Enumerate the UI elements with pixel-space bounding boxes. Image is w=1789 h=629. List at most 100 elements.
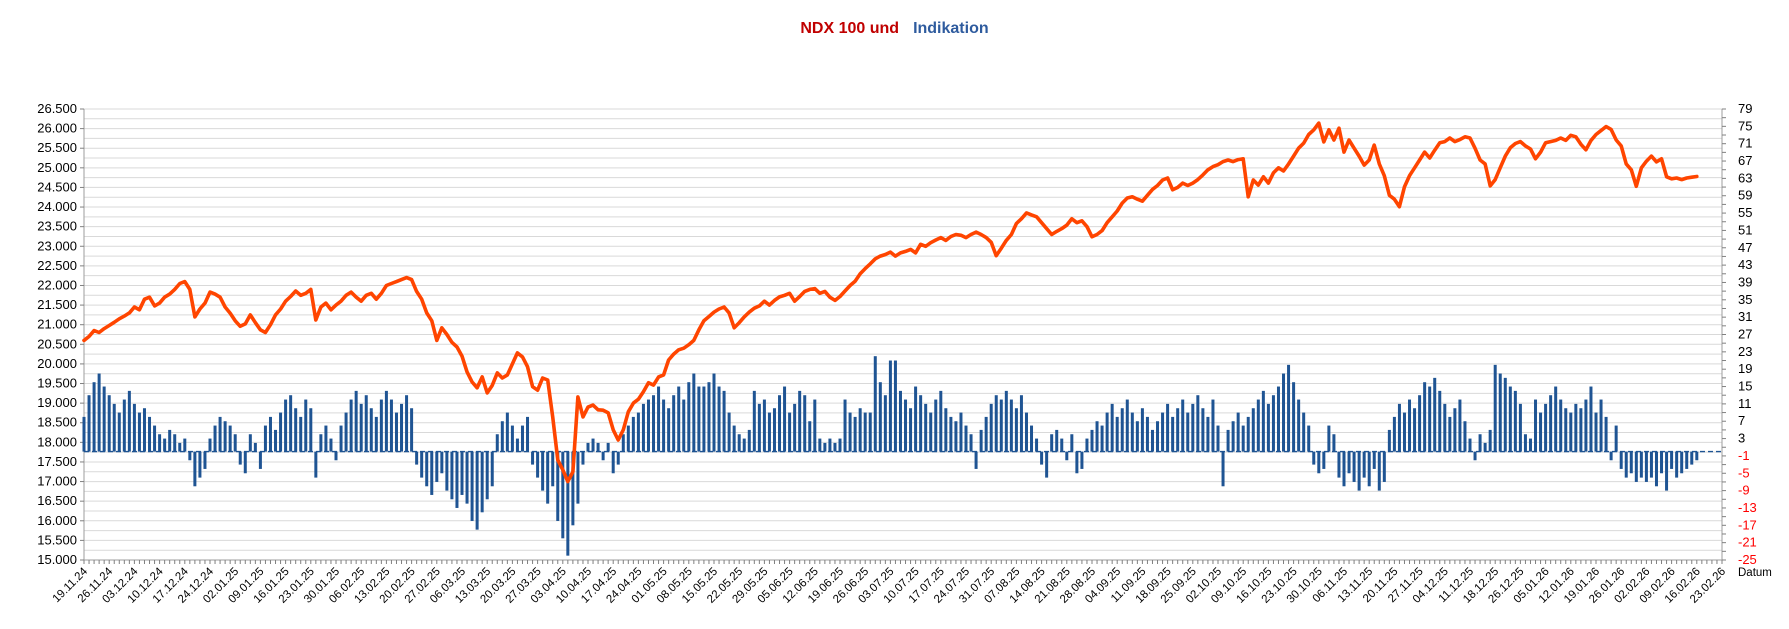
indication-bar bbox=[561, 451, 565, 539]
indication-bar bbox=[304, 399, 308, 452]
indication-bar bbox=[1100, 425, 1104, 452]
left-axis-tick-label: 19.500 bbox=[37, 376, 77, 391]
indication-bar bbox=[843, 399, 847, 452]
indication-bar bbox=[415, 451, 419, 465]
indication-bar bbox=[1382, 451, 1386, 482]
indication-bar bbox=[359, 403, 363, 452]
indication-bar bbox=[294, 408, 298, 452]
left-axis-tick-label: 16.500 bbox=[37, 493, 77, 508]
indication-bar bbox=[1544, 403, 1548, 452]
indication-bar bbox=[137, 412, 141, 452]
indication-bar bbox=[1060, 438, 1064, 452]
indication-bar bbox=[127, 390, 131, 452]
indication-bar bbox=[1307, 425, 1311, 452]
indication-bar bbox=[339, 425, 343, 452]
indication-bar bbox=[425, 451, 429, 487]
indication-bar bbox=[1221, 451, 1225, 487]
indication-bar bbox=[893, 360, 897, 452]
indication-bar bbox=[1402, 412, 1406, 452]
indication-bar bbox=[389, 399, 393, 452]
indication-bar bbox=[1372, 451, 1376, 469]
indication-bar bbox=[1145, 416, 1149, 452]
indication-bar bbox=[279, 412, 283, 452]
indication-bar bbox=[1216, 425, 1220, 452]
indication-bar bbox=[243, 451, 247, 474]
left-axis-tick-label: 20.000 bbox=[37, 356, 77, 371]
indication-bar bbox=[919, 395, 923, 452]
indication-bar bbox=[107, 395, 111, 452]
indication-bar bbox=[909, 408, 913, 452]
indication-bar bbox=[1322, 451, 1326, 469]
indication-bar bbox=[450, 451, 454, 500]
left-axis-tick-label: 25.000 bbox=[37, 160, 77, 175]
indication-bar bbox=[1125, 399, 1129, 452]
indication-bar bbox=[183, 438, 187, 452]
indication-bar bbox=[1024, 412, 1028, 452]
indication-bar bbox=[289, 395, 293, 452]
indication-bar bbox=[505, 412, 509, 452]
indication-bar bbox=[168, 429, 172, 452]
right-axis-tick-label: 27 bbox=[1738, 327, 1752, 342]
indication-bar bbox=[268, 416, 272, 452]
indication-bar bbox=[959, 412, 963, 452]
indication-bar bbox=[1302, 412, 1306, 452]
indication-bar bbox=[485, 451, 489, 500]
indication-bar bbox=[1528, 438, 1532, 452]
indication-bar bbox=[1090, 429, 1094, 452]
left-axis-tick-label: 23.000 bbox=[37, 238, 77, 253]
indication-bar bbox=[1231, 421, 1235, 452]
indication-bar bbox=[621, 434, 625, 452]
indication-bar bbox=[984, 416, 988, 452]
chart-title-ndx: NDX 100 und bbox=[800, 20, 900, 37]
left-axis-tick-label: 18.500 bbox=[37, 415, 77, 430]
x-axis-title: Datum bbox=[1738, 567, 1772, 579]
indication-bar bbox=[1120, 408, 1124, 452]
indication-bar bbox=[510, 425, 514, 452]
right-axis-tick-label: 67 bbox=[1738, 153, 1752, 168]
indication-bar bbox=[1261, 390, 1265, 452]
indication-bar bbox=[82, 416, 86, 452]
indication-bar bbox=[1428, 386, 1432, 452]
indication-bar bbox=[672, 395, 676, 452]
indication-bar bbox=[1614, 425, 1618, 452]
indication-bar bbox=[778, 395, 782, 452]
indication-bar bbox=[1594, 412, 1598, 452]
indication-bar bbox=[1135, 421, 1139, 452]
indication-bar bbox=[1433, 377, 1437, 452]
indication-bar bbox=[536, 451, 540, 478]
indication-bar bbox=[1070, 434, 1074, 452]
indication-bar bbox=[344, 412, 348, 452]
indication-bar bbox=[1196, 395, 1200, 452]
right-axis-tick-label: 31 bbox=[1738, 309, 1752, 324]
indication-bar bbox=[1055, 429, 1059, 452]
indication-bar bbox=[924, 403, 928, 452]
indication-bar bbox=[904, 399, 908, 452]
left-axis-tick-label: 23.500 bbox=[37, 219, 77, 234]
indication-bar bbox=[742, 438, 746, 452]
indication-bar bbox=[1014, 408, 1018, 452]
indication-bar bbox=[581, 451, 585, 465]
left-axis-tick-label: 16.000 bbox=[37, 513, 77, 528]
indication-bar bbox=[1019, 395, 1023, 452]
indication-bar bbox=[1493, 364, 1497, 452]
indication-bar bbox=[1629, 451, 1633, 474]
indication-bar bbox=[571, 451, 575, 526]
indication-bar bbox=[1453, 408, 1457, 452]
indication-bar bbox=[228, 425, 232, 452]
indication-bar bbox=[1559, 399, 1563, 452]
indication-bar bbox=[1186, 412, 1190, 452]
indication-bar bbox=[500, 421, 504, 452]
indication-bar bbox=[1206, 416, 1210, 452]
indication-bar bbox=[531, 451, 535, 465]
indication-bar bbox=[1574, 403, 1578, 452]
indication-bar bbox=[591, 438, 595, 452]
indication-bar bbox=[1110, 403, 1114, 452]
indication-bar bbox=[460, 451, 464, 495]
indication-bar bbox=[1639, 451, 1643, 478]
indication-bar bbox=[1176, 408, 1180, 452]
indication-bar bbox=[1065, 451, 1069, 461]
indication-bar bbox=[122, 399, 126, 452]
right-axis-tick-label: 47 bbox=[1738, 240, 1752, 255]
indication-bar bbox=[1317, 451, 1321, 474]
